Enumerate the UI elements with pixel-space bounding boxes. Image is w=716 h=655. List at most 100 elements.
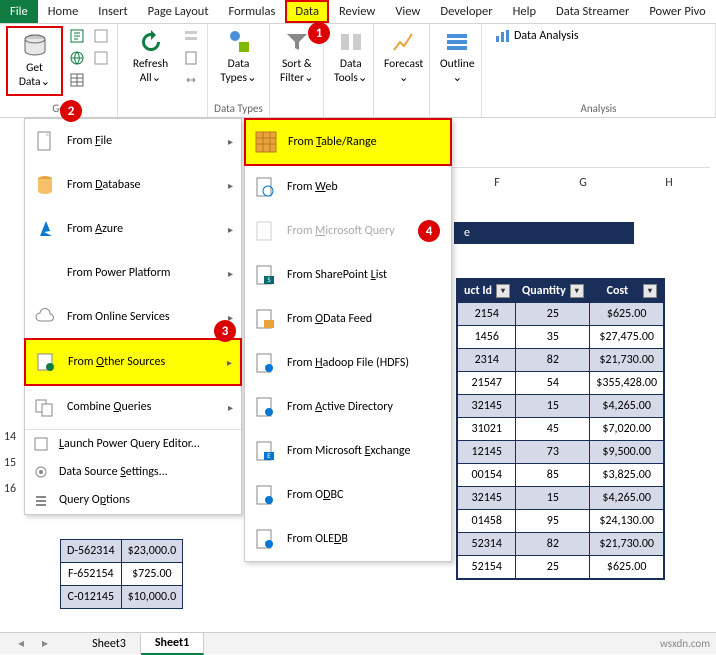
menu-from-table-range[interactable]: From Table/Range [244, 118, 452, 166]
row-15[interactable]: 15 [2, 450, 18, 476]
col-headers: F G H [454, 176, 712, 190]
outline-button[interactable]: Outline⌄ [436, 26, 479, 88]
tab-datastreamer[interactable]: Data Streamer [546, 0, 639, 23]
from-web-icon[interactable] [67, 48, 87, 68]
menu-from-web[interactable]: From Web [245, 165, 451, 209]
msquery-icon [253, 219, 277, 243]
th-productid[interactable]: uct Id▾ [457, 279, 516, 303]
sheet-tab-sheet1[interactable]: Sheet1 [141, 633, 204, 655]
table-row[interactable]: 1214573$9,500.00 [457, 441, 664, 464]
row-16[interactable]: 16 [2, 476, 18, 502]
tab-view[interactable]: View [385, 0, 430, 23]
refresh-icon [137, 28, 165, 56]
menu-label: From ODBC [287, 488, 343, 502]
menu-from-exchange[interactable]: E From Microsoft Exchange [245, 429, 451, 473]
col-G[interactable]: G [540, 176, 626, 190]
table-row[interactable]: F-652154$725.00 [61, 563, 183, 586]
odbc-icon [253, 483, 277, 507]
menu-launch-pq-editor[interactable]: Launch Power Query Editor... [25, 430, 241, 458]
menu-from-online[interactable]: From Online Services▸ [25, 295, 241, 339]
row-14[interactable]: 14 [2, 424, 18, 450]
menu-from-powerplatform[interactable]: From Power Platform▸ [25, 251, 241, 295]
data-types-icon [225, 28, 253, 56]
table-row[interactable]: 3214515$4,265.00 [457, 395, 664, 418]
menu-from-file[interactable]: From File▸ [25, 119, 241, 163]
tab-pagelayout[interactable]: Page Layout [138, 0, 219, 23]
menu-from-odata[interactable]: From OData Feed [245, 297, 451, 341]
get-data-label: Get Data⌄ [14, 62, 55, 90]
refresh-all-button[interactable]: Refresh All⌄ [124, 26, 177, 88]
tab-review[interactable]: Review [329, 0, 385, 23]
data-table-right: uct Id▾ Quantity▾ Cost▾ 215425$625.00 14… [456, 278, 665, 580]
menu-from-oledb[interactable]: From OLEDB [245, 517, 451, 561]
properties-icon[interactable] [181, 48, 201, 68]
menu-from-azure[interactable]: From Azure▸ [25, 207, 241, 251]
tab-home[interactable]: Home [38, 0, 89, 23]
tab-insert[interactable]: Insert [88, 0, 137, 23]
web-icon [253, 175, 277, 199]
tab-file[interactable]: File [0, 0, 38, 23]
th-cost[interactable]: Cost▾ [590, 279, 664, 303]
menu-label: From OData Feed [287, 312, 372, 326]
data-types-button[interactable]: Data Types⌄ [214, 26, 263, 88]
recent-sources-icon[interactable] [91, 26, 111, 46]
menu-label: From Microsoft Query [287, 224, 395, 238]
get-data-button[interactable]: Get Data⌄ [10, 30, 59, 92]
menu-from-odbc[interactable]: From ODBC [245, 473, 451, 517]
powerplatform-icon [33, 261, 57, 285]
forecast-button[interactable]: Forecast⌄ [380, 26, 427, 88]
table-row[interactable]: 145635$27,475.00 [457, 326, 664, 349]
hadoop-icon [253, 351, 277, 375]
menu-from-database[interactable]: From Database▸ [25, 163, 241, 207]
table-row[interactable]: C-012145$10,000.0 [61, 586, 183, 609]
table-row[interactable]: 5231482$21,730.00 [457, 533, 664, 556]
existing-conn-icon[interactable] [91, 48, 111, 68]
sheet-nav-prev-icon[interactable]: ◂ [0, 636, 42, 651]
combine-icon [33, 395, 57, 419]
tab-powerpivot[interactable]: Power Pivo [639, 0, 715, 23]
menu-data-source-settings[interactable]: Data Source Settings... [25, 458, 241, 486]
menu-from-hadoop[interactable]: From Hadoop File (HDFS) [245, 341, 451, 385]
data-analysis-button[interactable]: Data Analysis [488, 26, 585, 46]
menu-label: From Microsoft Exchange [287, 444, 410, 458]
filter-icon[interactable]: ▾ [496, 284, 510, 298]
chevron-right-icon: ▸ [228, 179, 233, 192]
menu-from-ad[interactable]: From Active Directory [245, 385, 451, 429]
from-table-small-icon[interactable] [67, 70, 87, 90]
filter-icon[interactable]: ▾ [643, 284, 657, 298]
menu-label: From File [67, 134, 112, 148]
edit-links-icon[interactable] [181, 70, 201, 90]
menu-from-sharepoint[interactable]: S From SharePoint List [245, 253, 451, 297]
queries-conn-icon[interactable] [181, 26, 201, 46]
sheet-tab-sheet3[interactable]: Sheet3 [78, 634, 141, 654]
file-icon [33, 129, 57, 153]
filter-icon[interactable]: ▾ [570, 284, 584, 298]
table-row[interactable]: 5215425$625.00 [457, 556, 664, 580]
tab-data[interactable]: Data [285, 0, 329, 23]
menu-label: From Active Directory [287, 400, 393, 414]
table-row[interactable]: 0145895$24,130.00 [457, 510, 664, 533]
table-row[interactable]: 0015485$3,825.00 [457, 464, 664, 487]
menu-combine-queries[interactable]: Combine Queries▸ [25, 385, 241, 429]
funnel-icon [283, 28, 311, 56]
tab-developer[interactable]: Developer [430, 0, 502, 23]
menu-query-options[interactable]: Query Options [25, 486, 241, 514]
ad-icon [253, 395, 277, 419]
tab-formulas[interactable]: Formulas [219, 0, 286, 23]
table-row[interactable]: 215425$625.00 [457, 303, 664, 326]
table-row[interactable]: 2154754$355,428.00 [457, 372, 664, 395]
table-row[interactable]: D-562314$23,000.0 [61, 540, 183, 563]
menu-from-other-sources[interactable]: From Other Sources▸ [24, 338, 242, 386]
table-row[interactable]: 231482$21,730.00 [457, 349, 664, 372]
table-row[interactable]: 3102145$7,020.00 [457, 418, 664, 441]
sheet-nav-next-icon[interactable]: ▸ [42, 636, 48, 651]
col-F[interactable]: F [454, 176, 540, 190]
col-H[interactable]: H [626, 176, 712, 190]
oledb-icon [253, 527, 277, 551]
tab-help[interactable]: Help [503, 0, 546, 23]
get-data-menu: From File▸ From Database▸ From Azure▸ Fr… [24, 118, 242, 515]
th-quantity[interactable]: Quantity▾ [516, 279, 590, 303]
data-tools-button[interactable]: Data Tools⌄ [330, 26, 371, 88]
from-text-icon[interactable] [67, 26, 87, 46]
table-row[interactable]: 3214515$4,265.00 [457, 487, 664, 510]
